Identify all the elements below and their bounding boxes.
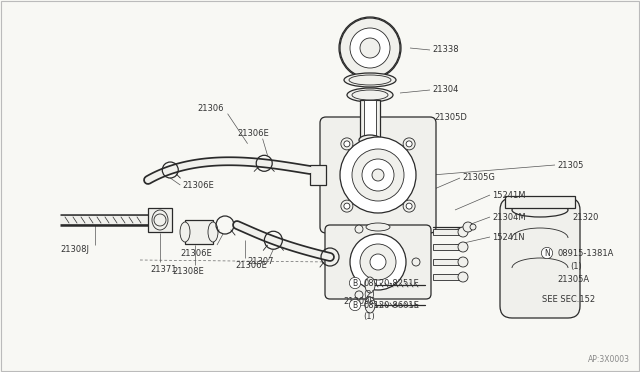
Text: AP:3X0003: AP:3X0003 <box>588 355 630 364</box>
Bar <box>505 196 575 208</box>
Text: 21306E: 21306E <box>180 248 212 257</box>
Ellipse shape <box>347 88 393 102</box>
Bar <box>364 100 376 140</box>
Circle shape <box>370 254 386 270</box>
Circle shape <box>344 203 350 209</box>
Text: 21306E: 21306E <box>237 129 269 138</box>
Bar <box>433 259 463 265</box>
Bar <box>360 100 380 140</box>
Text: 08120-8251E: 08120-8251E <box>363 279 419 288</box>
Text: 08120-8601E: 08120-8601E <box>363 301 419 310</box>
Circle shape <box>360 38 380 58</box>
Circle shape <box>372 169 384 181</box>
Circle shape <box>458 242 468 252</box>
Bar <box>433 229 463 235</box>
Text: SEE SEC.152: SEE SEC.152 <box>542 295 595 305</box>
Text: 21305D: 21305D <box>434 113 467 122</box>
Bar <box>310 165 326 185</box>
Bar <box>433 244 463 250</box>
FancyBboxPatch shape <box>325 225 431 299</box>
Text: 15241M: 15241M <box>492 190 525 199</box>
Circle shape <box>458 272 468 282</box>
Text: B: B <box>353 301 358 310</box>
Text: 21309E: 21309E <box>343 298 374 307</box>
Text: 21308J: 21308J <box>60 246 89 254</box>
Circle shape <box>458 227 468 237</box>
Circle shape <box>154 214 166 226</box>
Ellipse shape <box>512 203 568 217</box>
Text: 21306E: 21306E <box>236 261 267 270</box>
Text: 21371: 21371 <box>150 266 177 275</box>
Ellipse shape <box>359 135 381 145</box>
Circle shape <box>470 224 476 230</box>
Text: N: N <box>544 248 550 257</box>
Text: 21304: 21304 <box>432 86 458 94</box>
Text: B: B <box>353 279 358 288</box>
Circle shape <box>340 18 400 78</box>
Bar <box>148 208 172 232</box>
Circle shape <box>362 159 394 191</box>
Text: 21308E: 21308E <box>172 267 204 276</box>
Circle shape <box>458 257 468 267</box>
Circle shape <box>355 225 363 233</box>
Ellipse shape <box>344 73 396 87</box>
Text: (1): (1) <box>363 312 375 321</box>
Text: 21305A: 21305A <box>557 276 589 285</box>
Text: 21304M: 21304M <box>492 212 525 221</box>
Text: 21320: 21320 <box>572 212 598 221</box>
Circle shape <box>350 28 390 68</box>
Circle shape <box>406 203 412 209</box>
Bar <box>433 274 463 280</box>
Text: (1): (1) <box>570 263 582 272</box>
Ellipse shape <box>365 297 375 313</box>
Text: 21307: 21307 <box>247 257 273 266</box>
Circle shape <box>340 137 416 213</box>
Circle shape <box>341 200 353 212</box>
Ellipse shape <box>366 223 390 231</box>
Ellipse shape <box>180 222 190 242</box>
Text: 21306E: 21306E <box>182 180 214 189</box>
Circle shape <box>403 138 415 150</box>
Circle shape <box>406 141 412 147</box>
FancyBboxPatch shape <box>500 198 580 318</box>
Circle shape <box>344 141 350 147</box>
Bar <box>185 220 213 244</box>
Circle shape <box>463 222 473 232</box>
Circle shape <box>341 138 353 150</box>
Text: 21338: 21338 <box>432 45 459 55</box>
Circle shape <box>355 291 363 299</box>
Text: 15241N: 15241N <box>492 232 525 241</box>
Text: 08915-1381A: 08915-1381A <box>557 248 613 257</box>
Circle shape <box>403 200 415 212</box>
FancyBboxPatch shape <box>320 117 436 233</box>
Circle shape <box>360 244 396 280</box>
Circle shape <box>352 149 404 201</box>
Text: 21306: 21306 <box>198 104 224 113</box>
Text: 21305: 21305 <box>557 160 584 170</box>
Circle shape <box>350 234 406 290</box>
Ellipse shape <box>208 222 218 242</box>
Text: (2): (2) <box>363 291 375 299</box>
Text: 21305G: 21305G <box>462 173 495 183</box>
Ellipse shape <box>365 277 375 293</box>
Circle shape <box>412 258 420 266</box>
